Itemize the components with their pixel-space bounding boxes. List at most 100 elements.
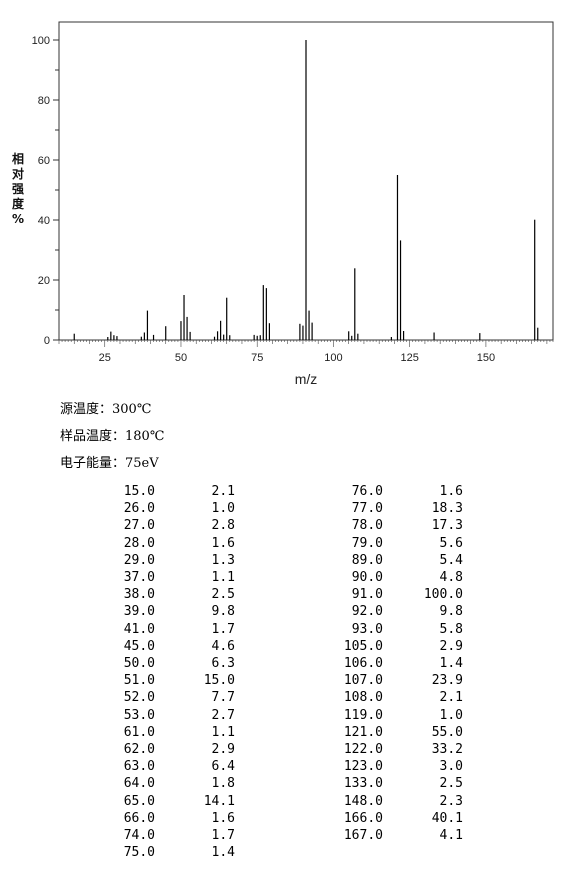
intensity-value: 1.7	[155, 827, 235, 844]
table-row: 121.0 55.0	[293, 724, 463, 741]
mz-value: 75.0	[65, 844, 155, 861]
table-row: 28.0 1.6	[65, 535, 235, 552]
intensity-value: 4.8	[383, 569, 463, 586]
table-row: 38.0 2.5	[65, 586, 235, 603]
intensity-value: 1.3	[155, 552, 235, 569]
table-row: 76.0 1.6	[293, 483, 463, 500]
intensity-value: 2.5	[155, 586, 235, 603]
mz-value: 78.0	[293, 517, 383, 534]
mz-value: 53.0	[65, 707, 155, 724]
table-row: 26.0 1.0	[65, 500, 235, 517]
table-row: 63.0 6.4	[65, 758, 235, 775]
x-axis-ticks: 25 50 75 100 125 150	[59, 340, 553, 364]
intensity-value: 1.6	[383, 483, 463, 500]
y-axis-ticks: 0 20 40 60 80 100	[32, 35, 59, 347]
table-row: 62.0 2.9	[65, 741, 235, 758]
mz-value: 108.0	[293, 689, 383, 706]
y-tick-label: 60	[38, 155, 50, 167]
table-row: 148.0 2.3	[293, 793, 463, 810]
intensity-value: 4.6	[155, 638, 235, 655]
mz-value: 89.0	[293, 552, 383, 569]
intensity-value: 2.8	[155, 517, 235, 534]
mz-value: 52.0	[65, 689, 155, 706]
peak-table-right: 76.0 1.6 77.0 18.3 78.0 17.3 79.0 5.6 89.0 5.4 90.…	[293, 483, 463, 844]
mz-value: 105.0	[293, 638, 383, 655]
mz-value: 63.0	[65, 758, 155, 775]
mz-value: 15.0	[65, 483, 155, 500]
intensity-value: 2.7	[155, 707, 235, 724]
mz-value: 28.0	[65, 535, 155, 552]
mz-value: 62.0	[65, 741, 155, 758]
table-row: 108.0 2.1	[293, 689, 463, 706]
table-row: 39.0 9.8	[65, 603, 235, 620]
table-row: 79.0 5.6	[293, 535, 463, 552]
table-row: 75.0 1.4	[65, 844, 235, 861]
mz-value: 38.0	[65, 586, 155, 603]
intensity-value: 1.0	[383, 707, 463, 724]
intensity-value: 2.5	[383, 775, 463, 792]
table-row: 61.0 1.1	[65, 724, 235, 741]
table-row: 53.0 2.7	[65, 707, 235, 724]
table-row: 166.0 40.1	[293, 810, 463, 827]
mz-value: 106.0	[293, 655, 383, 672]
table-row: 92.0 9.8	[293, 603, 463, 620]
intensity-value: 1.8	[155, 775, 235, 792]
intensity-value: 1.6	[155, 810, 235, 827]
mz-value: 45.0	[65, 638, 155, 655]
table-row: 78.0 17.3	[293, 517, 463, 534]
y-axis-label-char: 度	[12, 196, 25, 211]
mz-value: 66.0	[65, 810, 155, 827]
x-tick-label: 25	[99, 352, 111, 364]
intensity-value: 4.1	[383, 827, 463, 844]
y-tick-label: 40	[38, 215, 50, 227]
intensity-value: 6.3	[155, 655, 235, 672]
table-row: 52.0 7.7	[65, 689, 235, 706]
intensity-value: 23.9	[383, 672, 463, 689]
mz-value: 29.0	[65, 552, 155, 569]
intensity-value: 1.4	[383, 655, 463, 672]
x-axis-label: m/z	[295, 371, 318, 387]
source-temperature: 源温度：300℃	[60, 398, 151, 417]
spectrum-peaks	[74, 40, 538, 340]
intensity-value: 1.1	[155, 724, 235, 741]
table-row: 29.0 1.3	[65, 552, 235, 569]
intensity-value: 2.1	[383, 689, 463, 706]
intensity-value: 2.1	[155, 483, 235, 500]
intensity-value: 15.0	[155, 672, 235, 689]
table-row: 133.0 2.5	[293, 775, 463, 792]
mz-value: 121.0	[293, 724, 383, 741]
table-row: 27.0 2.8	[65, 517, 235, 534]
mz-value: 133.0	[293, 775, 383, 792]
intensity-value: 33.2	[383, 741, 463, 758]
mz-value: 27.0	[65, 517, 155, 534]
intensity-value: 9.8	[383, 603, 463, 620]
mz-value: 167.0	[293, 827, 383, 844]
y-axis-label-char: 对	[12, 166, 24, 181]
electron-energy: 电子能量：75eV	[60, 452, 159, 471]
table-row: 122.0 33.2	[293, 741, 463, 758]
table-row: 66.0 1.6	[65, 810, 235, 827]
mz-value: 119.0	[293, 707, 383, 724]
y-axis-label-char: 强	[12, 182, 24, 196]
table-row: 50.0 6.3	[65, 655, 235, 672]
x-tick-label: 75	[251, 352, 263, 364]
mz-value: 148.0	[293, 793, 383, 810]
intensity-value: 1.7	[155, 621, 235, 638]
intensity-value: 2.3	[383, 793, 463, 810]
intensity-value: 1.1	[155, 569, 235, 586]
table-row: 107.0 23.9	[293, 672, 463, 689]
mz-value: 26.0	[65, 500, 155, 517]
table-row: 91.0 100.0	[293, 586, 463, 603]
mz-value: 50.0	[65, 655, 155, 672]
mz-value: 93.0	[293, 621, 383, 638]
mz-value: 76.0	[293, 483, 383, 500]
intensity-value: 55.0	[383, 724, 463, 741]
intensity-value: 6.4	[155, 758, 235, 775]
intensity-value: 5.4	[383, 552, 463, 569]
mz-value: 79.0	[293, 535, 383, 552]
intensity-value: 9.8	[155, 603, 235, 620]
intensity-value: 100.0	[383, 586, 463, 603]
table-row: 51.0 15.0	[65, 672, 235, 689]
table-row: 74.0 1.7	[65, 827, 235, 844]
